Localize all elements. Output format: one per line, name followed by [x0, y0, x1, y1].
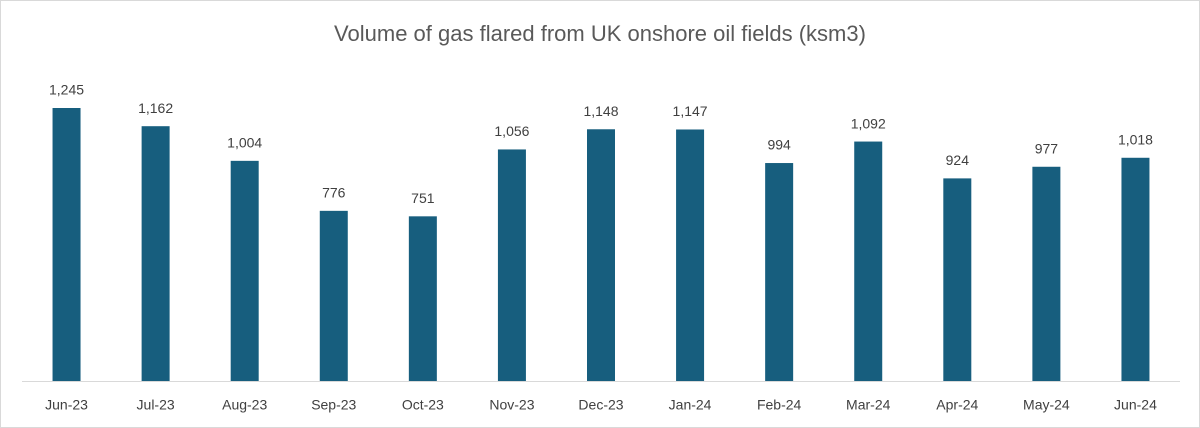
value-label: 1,148 — [583, 103, 618, 119]
bar — [765, 163, 794, 381]
chart-title: Volume of gas flared from UK onshore oil… — [334, 21, 866, 46]
bar — [854, 141, 883, 381]
bar — [141, 126, 170, 381]
value-label: 1,092 — [851, 115, 886, 131]
x-tick-label: Mar-24 — [846, 397, 891, 413]
value-label: 751 — [411, 190, 435, 206]
value-label: 977 — [1035, 140, 1059, 156]
value-label: 924 — [946, 152, 970, 168]
bar — [319, 210, 348, 381]
value-label: 1,162 — [138, 100, 173, 116]
bar — [497, 149, 526, 381]
x-tick-label: Sep-23 — [311, 397, 356, 413]
x-tick-label: Oct-23 — [402, 397, 444, 413]
x-tick-label: May-24 — [1023, 397, 1070, 413]
x-tick-label: Jul-23 — [137, 397, 175, 413]
x-tick-label: Aug-23 — [222, 397, 267, 413]
value-label: 994 — [767, 137, 791, 153]
value-label: 1,018 — [1118, 131, 1153, 147]
x-tick-label: Jun-24 — [1114, 397, 1157, 413]
bar — [230, 160, 259, 381]
value-label: 1,056 — [494, 123, 529, 139]
bar — [676, 129, 705, 381]
bar — [1121, 157, 1150, 381]
x-tick-label: Apr-24 — [936, 397, 978, 413]
x-tick-label: Dec-23 — [578, 397, 623, 413]
bar — [408, 216, 437, 381]
value-label: 776 — [322, 185, 346, 201]
x-tick-label: Jan-24 — [669, 397, 712, 413]
bar — [1032, 166, 1061, 381]
x-tick-label: Nov-23 — [489, 397, 534, 413]
x-tick-label: Jun-23 — [45, 397, 88, 413]
value-label: 1,245 — [49, 82, 84, 98]
bar — [52, 108, 81, 381]
value-label: 1,004 — [227, 135, 262, 151]
x-tick-label: Feb-24 — [757, 397, 802, 413]
bar — [587, 129, 615, 381]
value-label: 1,147 — [673, 103, 708, 119]
bar — [943, 178, 972, 381]
